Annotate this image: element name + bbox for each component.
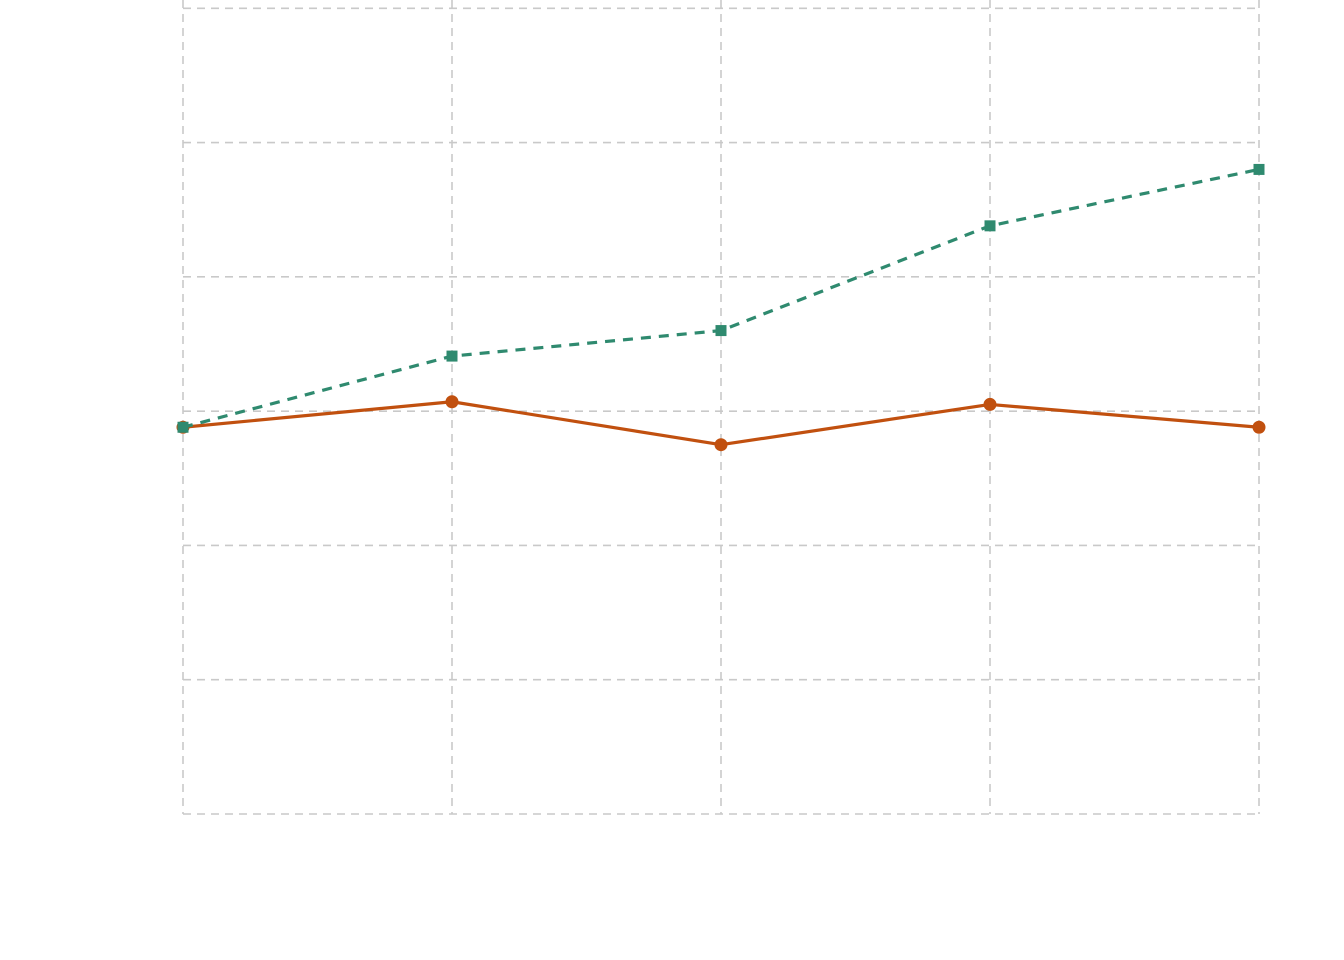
series-marker	[985, 221, 995, 231]
series-marker	[715, 439, 727, 451]
series-marker	[1254, 164, 1264, 174]
grid	[183, 0, 1259, 814]
series-marker	[178, 422, 188, 432]
line-chart	[0, 0, 1344, 960]
series-marker	[446, 396, 458, 408]
series-marker	[984, 398, 996, 410]
series-marker	[1253, 421, 1265, 433]
series-marker	[716, 326, 726, 336]
series-marker	[447, 351, 457, 361]
